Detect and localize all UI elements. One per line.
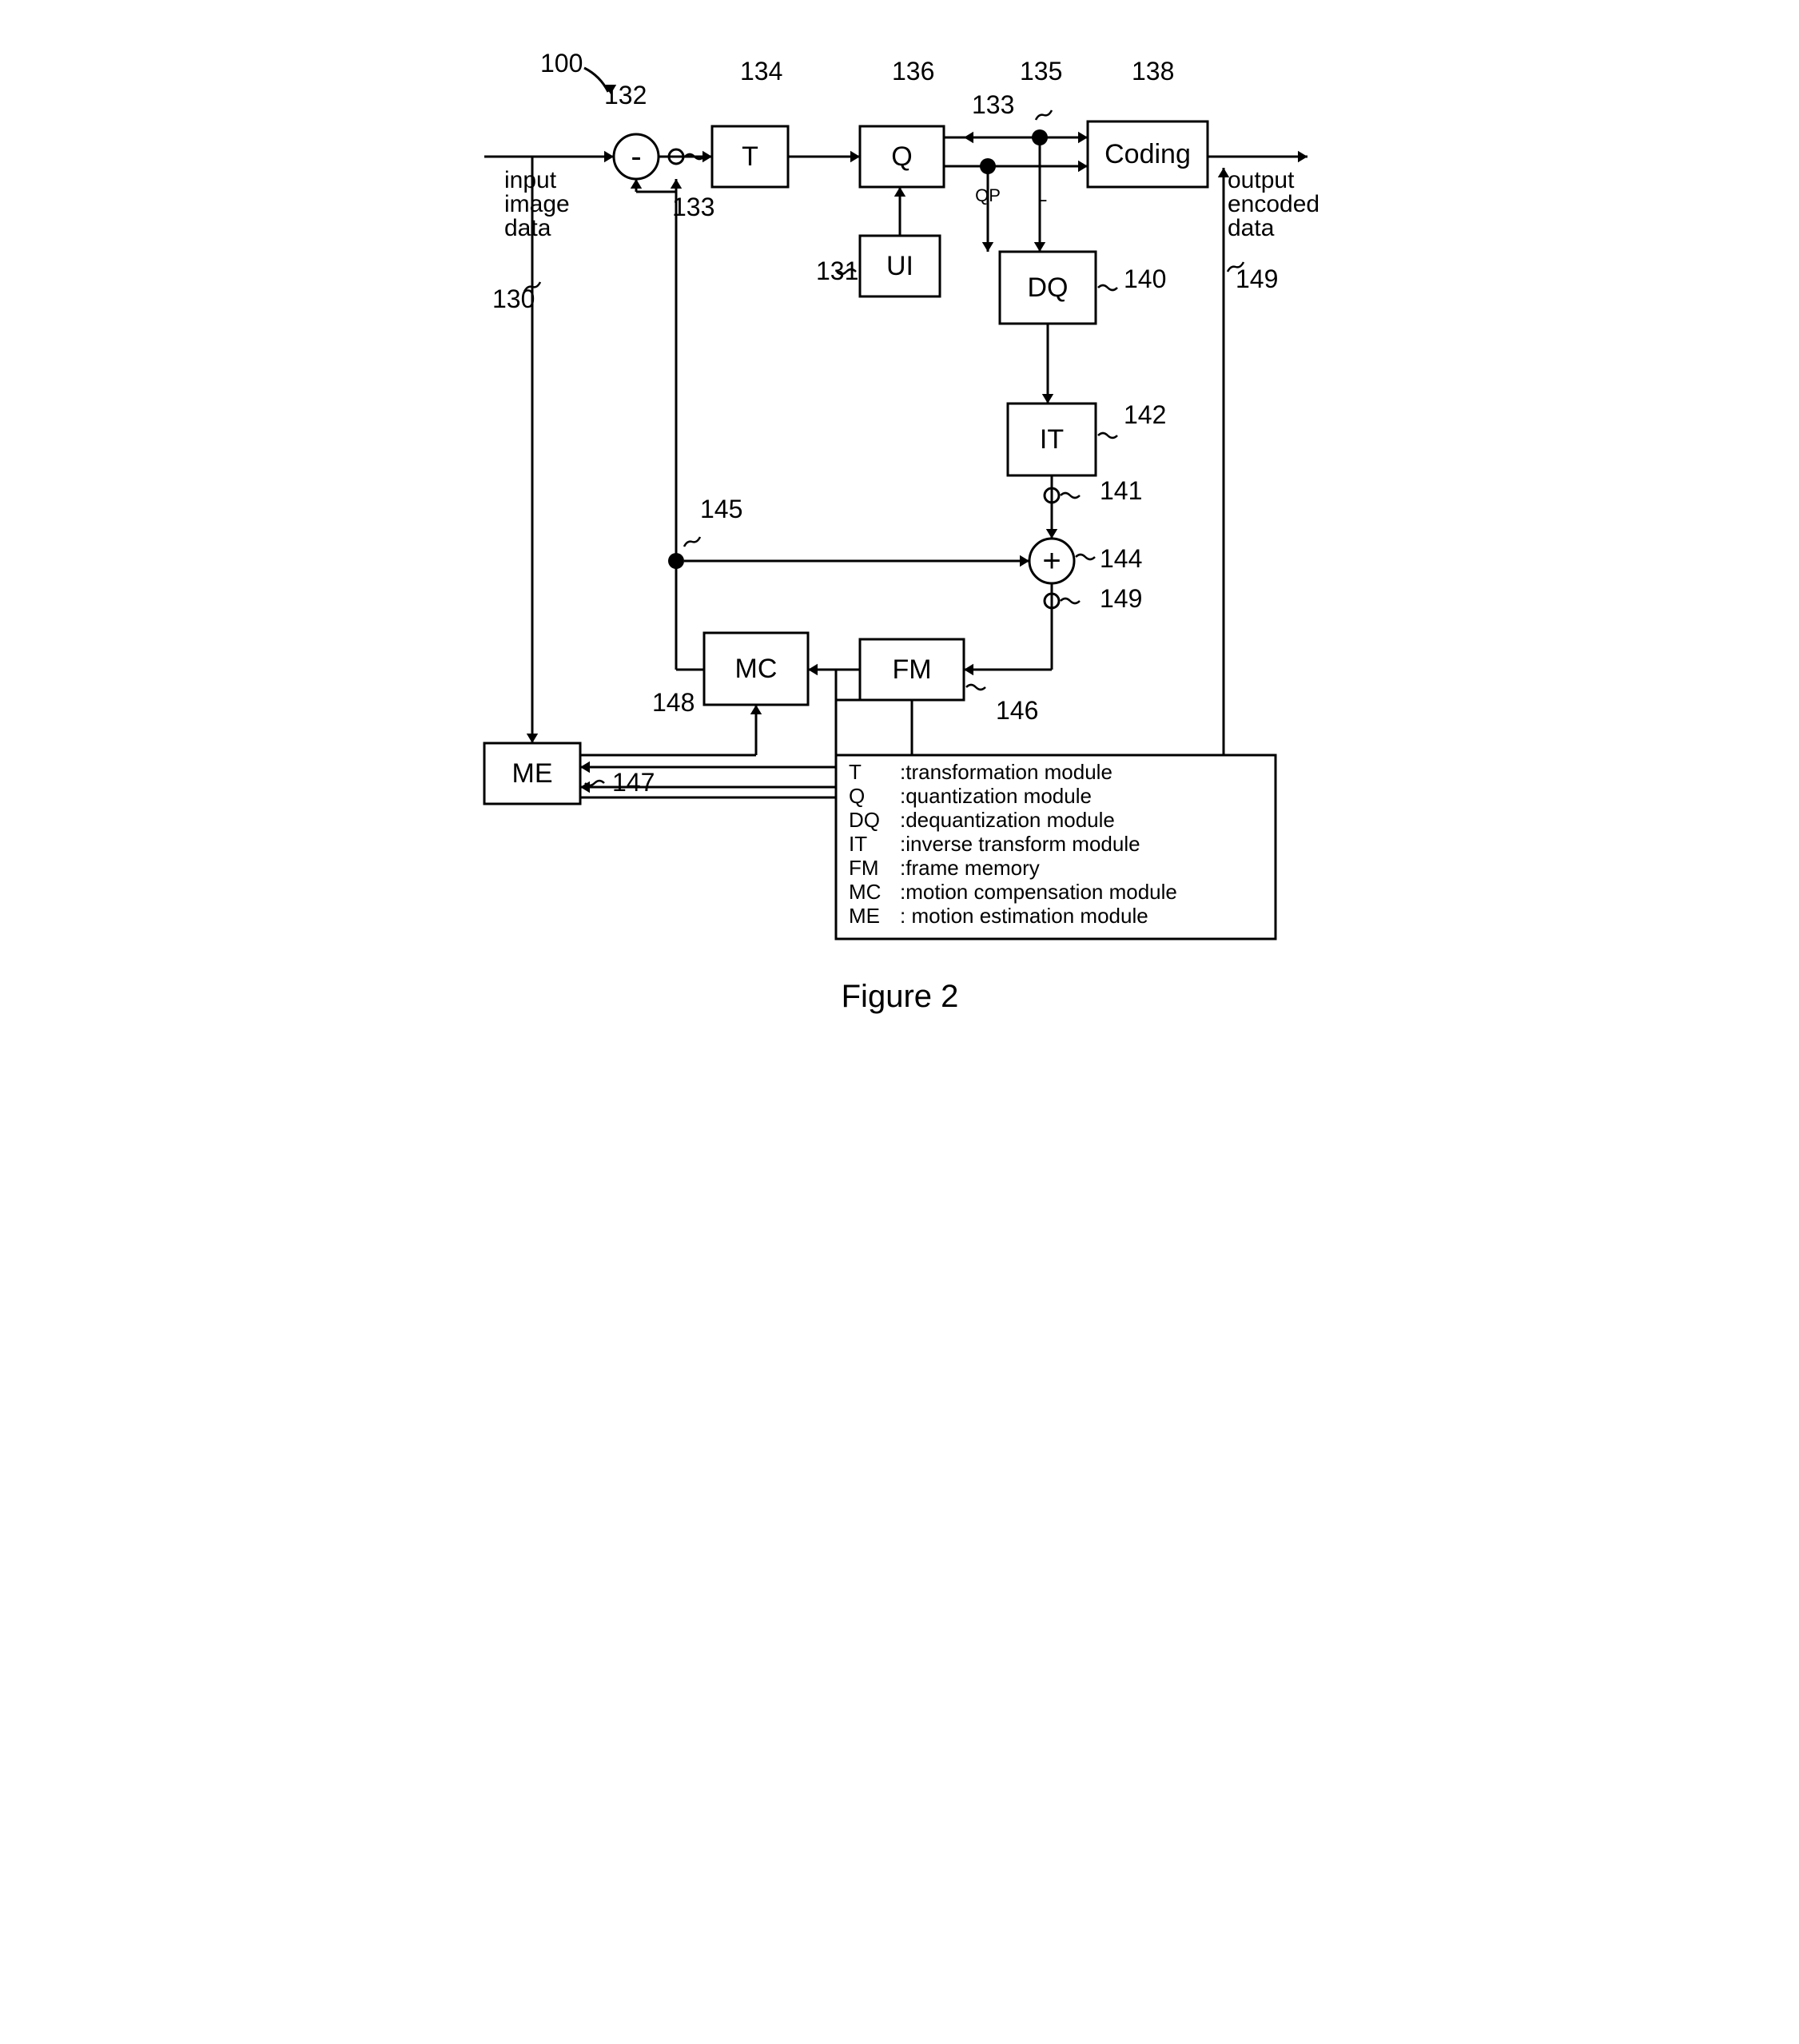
svg-text:DQ: DQ <box>1027 272 1068 303</box>
svg-text:136: 136 <box>892 57 934 85</box>
svg-text:144: 144 <box>1100 544 1142 573</box>
svg-text:UI: UI <box>886 251 913 281</box>
svg-text:T: T <box>742 141 758 172</box>
svg-text:IT: IT <box>849 832 867 856</box>
svg-text:146: 146 <box>996 696 1038 725</box>
svg-text:131: 131 <box>816 256 858 285</box>
svg-text:image: image <box>504 191 570 217</box>
svg-text:148: 148 <box>652 688 695 717</box>
svg-text:138: 138 <box>1132 57 1174 85</box>
svg-text::inverse transform module: :inverse transform module <box>900 832 1140 856</box>
svg-text:141: 141 <box>1100 476 1142 505</box>
svg-text:DQ: DQ <box>849 808 880 832</box>
svg-text:Q: Q <box>849 784 865 808</box>
svg-text:Q: Q <box>891 141 912 172</box>
svg-text:Coding: Coding <box>1104 139 1191 169</box>
svg-text:133: 133 <box>972 90 1014 119</box>
svg-text:135: 135 <box>1020 57 1062 85</box>
svg-text:encoded: encoded <box>1228 191 1319 217</box>
svg-text:: motion estimation module: : motion estimation module <box>900 904 1148 928</box>
svg-text:output: output <box>1228 167 1295 193</box>
svg-text:FM: FM <box>849 856 879 880</box>
svg-text:Figure 2: Figure 2 <box>841 979 958 1014</box>
svg-text:149: 149 <box>1236 264 1278 293</box>
svg-text:133: 133 <box>672 193 714 221</box>
svg-text:T: T <box>849 760 862 784</box>
svg-text:145: 145 <box>700 495 742 523</box>
svg-text:147: 147 <box>612 768 655 797</box>
svg-text:-: - <box>631 139 641 174</box>
svg-text:149: 149 <box>1100 584 1142 613</box>
svg-text:input: input <box>504 167 557 193</box>
svg-text:IT: IT <box>1039 424 1063 455</box>
svg-text::transformation module: :transformation module <box>900 760 1112 784</box>
svg-text:ME: ME <box>511 758 552 789</box>
svg-text:134: 134 <box>740 57 782 85</box>
svg-text:data: data <box>1228 215 1275 241</box>
svg-text::dequantization module: :dequantization module <box>900 808 1115 832</box>
svg-text::quantization module: :quantization module <box>900 784 1092 808</box>
svg-text:FM: FM <box>892 654 931 685</box>
svg-text::motion compensation module: :motion compensation module <box>900 880 1177 904</box>
svg-text:ME: ME <box>849 904 880 928</box>
svg-text:data: data <box>504 215 551 241</box>
svg-text:100: 100 <box>540 49 583 78</box>
block-diagram: T 134 Q 136 Coding 138 UI 131 DQ 140 IT 142 FM 146 MC 1… <box>460 32 1339 1039</box>
svg-text:+: + <box>1042 543 1061 579</box>
svg-text:130: 130 <box>492 284 535 313</box>
svg-text:140: 140 <box>1124 264 1166 293</box>
svg-text:142: 142 <box>1124 400 1166 429</box>
svg-text:MC: MC <box>734 654 777 684</box>
svg-text::frame memory: :frame memory <box>900 856 1040 880</box>
svg-text:MC: MC <box>849 880 881 904</box>
